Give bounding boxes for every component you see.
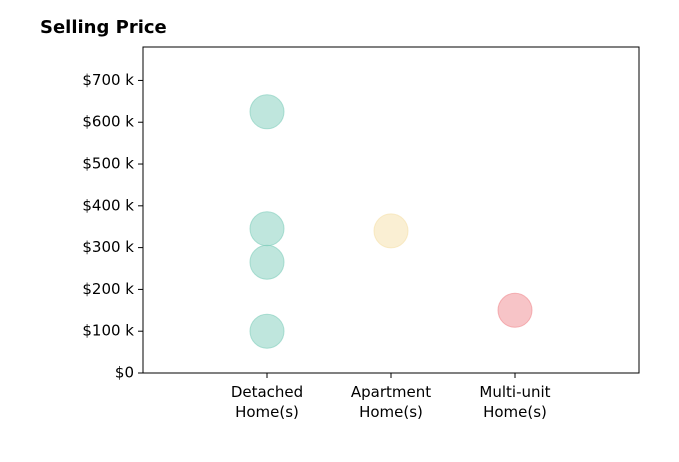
- y-tick-label: $100 k: [82, 322, 134, 340]
- point: [373, 213, 409, 249]
- chart-title: Selling Price: [40, 17, 167, 38]
- point: [249, 94, 285, 130]
- point: [249, 313, 285, 349]
- y-tick-label: $400 k: [82, 196, 134, 214]
- y-tick-label: $200 k: [82, 280, 134, 298]
- y-tick-label: $700 k: [82, 71, 134, 89]
- point: [497, 292, 533, 328]
- x-tick-label: Apartment Home(s): [350, 383, 432, 421]
- x-tick-label: Multi-unit Home(s): [479, 383, 551, 421]
- point: [249, 211, 285, 247]
- y-tick-label: $500 k: [82, 155, 134, 173]
- plot-frame: [142, 46, 640, 374]
- y-tick-label: $300 k: [82, 238, 134, 256]
- y-tick-label: $600 k: [82, 113, 134, 131]
- point: [249, 244, 285, 280]
- y-tick-label: $0: [115, 364, 134, 382]
- x-tick-label: Detached Home(s): [230, 383, 304, 421]
